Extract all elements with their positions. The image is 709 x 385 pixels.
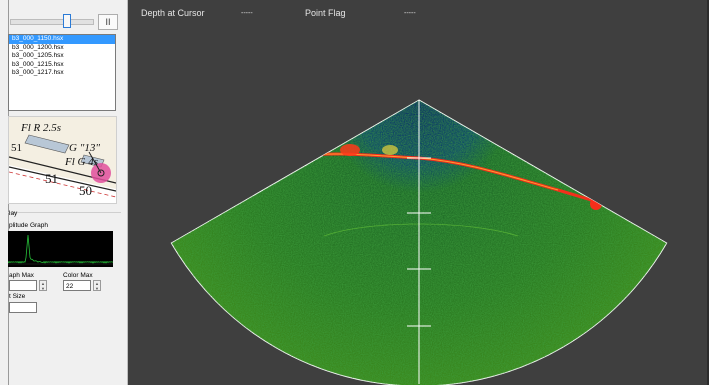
chart-sounding-2: 51 [45, 171, 58, 186]
graph-max-input[interactable] [9, 280, 37, 291]
playback-slider[interactable] [10, 19, 94, 25]
color-max-label: Color Max [63, 272, 93, 279]
pause-icon: II [105, 17, 111, 27]
status-header: Depth at Cursor ----- Point Flag ----- [128, 6, 709, 20]
color-max-stepper[interactable]: ▲ ▼ [93, 280, 101, 291]
color-max-input[interactable]: 22 [63, 280, 91, 291]
chart-label-fl-g: Fl G 4s [64, 156, 98, 168]
depth-at-cursor-label: Depth at Cursor [141, 8, 205, 18]
file-list-item[interactable]: b3_000_1217.hsx [12, 69, 64, 76]
playback-controls: II [10, 12, 118, 30]
nautical-chart-graphic: Fl R 2.5s G "13" Fl G 4s 51 51 50 [9, 117, 116, 203]
sonar-image[interactable] [128, 0, 709, 385]
chart-sounding-1: 51 [11, 142, 22, 154]
chart-label-fl-r: Fl R 2.5s [20, 122, 61, 134]
graph-max-stepper[interactable]: ▲ ▼ [39, 280, 47, 291]
file-list[interactable]: b3_000_1150.hsx b3_000_1200.hsx b3_000_120… [8, 34, 116, 111]
amplitude-graph [7, 231, 114, 267]
display-group-label: lay [9, 210, 18, 217]
left-panel: II b3_000_1150.hsx b3_000_1200.hsx b3_000_… [0, 0, 128, 385]
nautical-chart-thumbnail[interactable]: Fl R 2.5s G "13" Fl G 4s 51 51 50 [8, 116, 117, 204]
display-group [8, 212, 121, 385]
file-list-item[interactable]: b3_000_1215.hsx [12, 60, 64, 68]
amplitude-graph-label: plitude Graph [9, 222, 49, 229]
chart-sounding-3: 50 [79, 183, 92, 198]
size-input[interactable] [9, 302, 37, 313]
graph-max-label: aph Max [9, 272, 34, 279]
amplitude-graph-plot [7, 234, 114, 265]
chart-label-g13: G "13" [69, 142, 100, 154]
sonar-fan [170, 99, 668, 385]
playback-slider-thumb[interactable] [63, 14, 71, 28]
depth-at-cursor-value: ----- [241, 10, 253, 17]
sonar-view[interactable]: Depth at Cursor ----- Point Flag ----- [128, 0, 709, 385]
point-flag-value: ----- [404, 10, 416, 17]
file-list-item[interactable]: b3_000_1150.hsx [9, 35, 115, 44]
file-list-item[interactable]: b3_000_1200.hsx [12, 43, 64, 51]
pause-button[interactable]: II [98, 14, 118, 30]
window-border [707, 0, 709, 385]
size-label: t Size [9, 293, 26, 300]
point-flag-label: Point Flag [305, 8, 346, 18]
file-list-item[interactable]: b3_000_1205.hsx [12, 52, 64, 59]
